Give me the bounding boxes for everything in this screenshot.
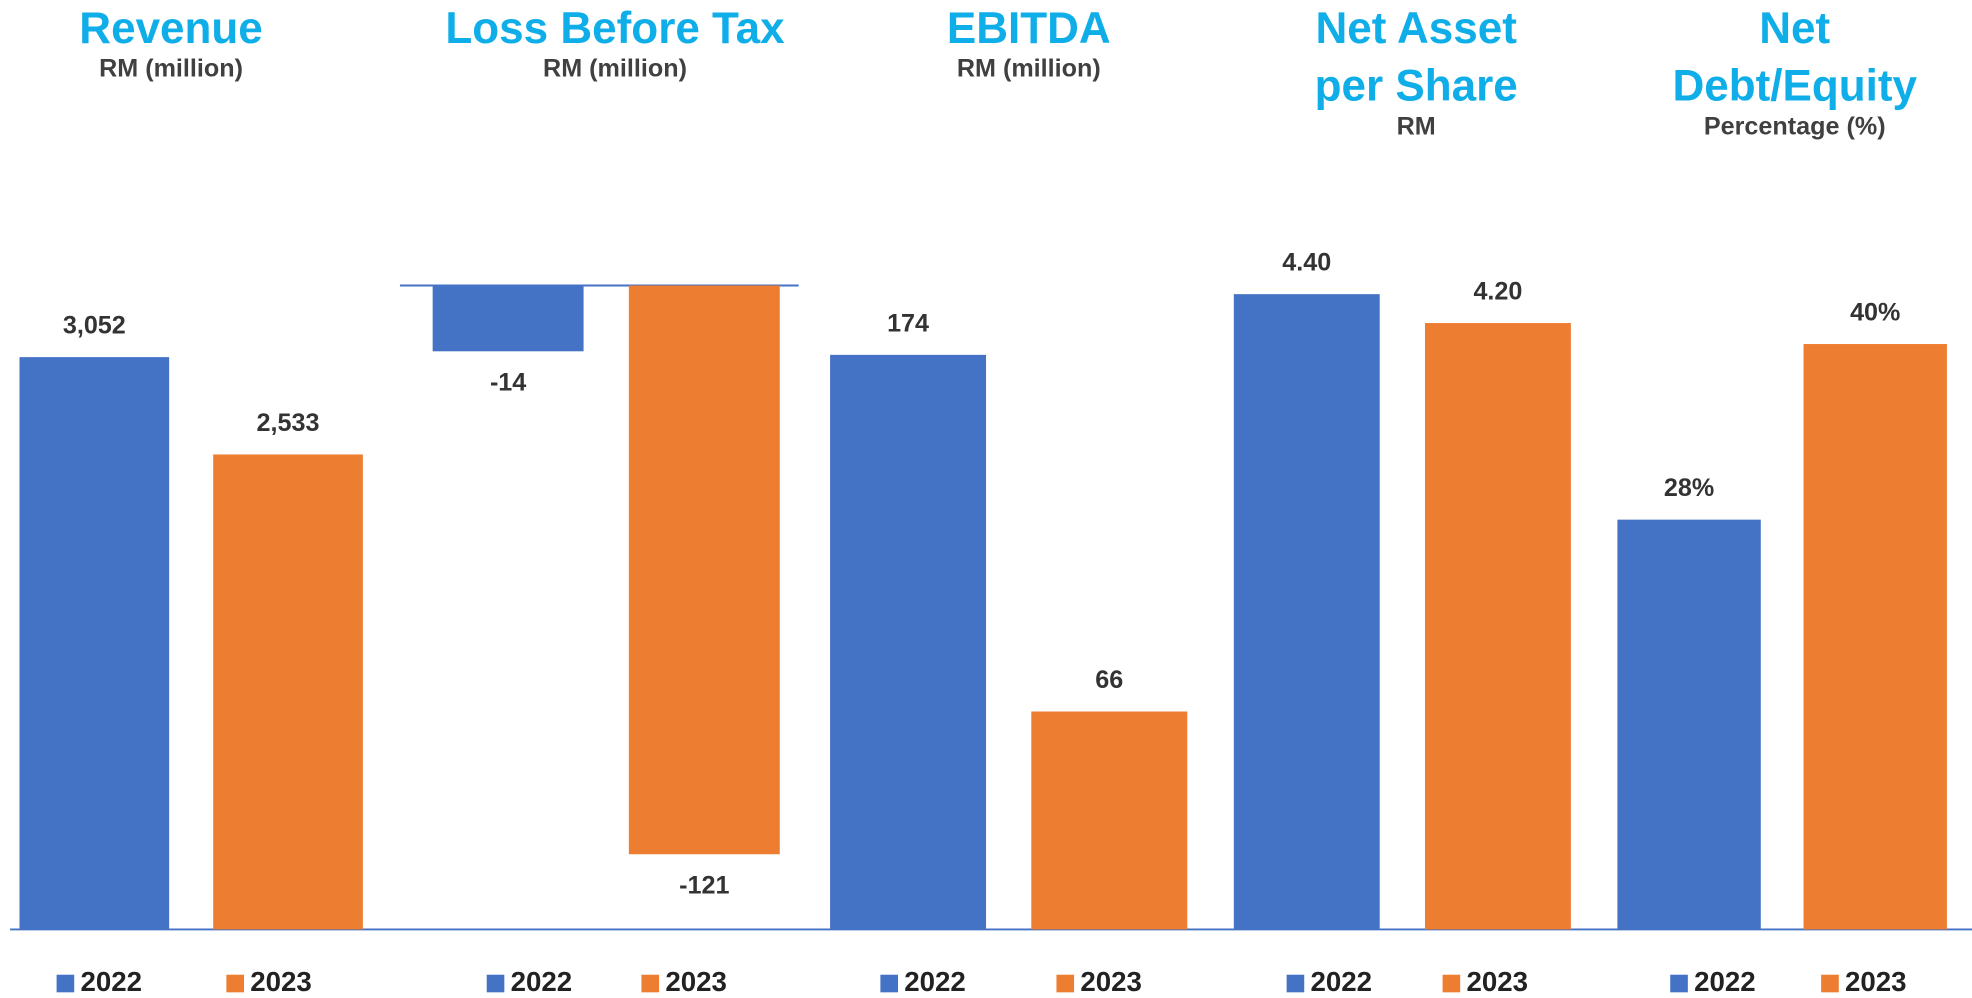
data-label: 28%	[1664, 474, 1714, 502]
legend-label: 2023	[1466, 966, 1528, 997]
bar	[1233, 294, 1380, 930]
legend-swatch	[1821, 974, 1839, 993]
data-label: 4.40	[1282, 249, 1331, 277]
chart-title: Loss Before Tax	[445, 3, 785, 53]
bar	[1031, 711, 1188, 930]
chart-title: Net Debt/Equity	[1672, 3, 1918, 111]
data-label: 2,533	[257, 409, 320, 437]
chart-header: EBITDA RM (million)	[840, 0, 1217, 86]
data-label: 66	[1095, 666, 1123, 694]
legend-swatch	[226, 974, 244, 993]
data-label: 3,052	[63, 312, 126, 340]
chart-subtitle: RM (million)	[99, 55, 244, 84]
bar	[1803, 344, 1947, 930]
data-label: 174	[887, 309, 929, 337]
bar	[213, 454, 363, 930]
legend-swatch	[1442, 974, 1461, 993]
legend-label: 2023	[1080, 966, 1142, 997]
chart-subtitle: RM (million)	[543, 55, 687, 84]
chart-subtitle: Percentage (%)	[1703, 113, 1886, 141]
legend-label: 2022	[80, 966, 142, 997]
legend-label: 2022	[1311, 966, 1373, 997]
chart-subtitle: RM (million)	[956, 55, 1101, 84]
chart-header: Revenue RM (million)	[0, 0, 360, 86]
data-label: 40%	[1850, 298, 1900, 326]
bar	[830, 354, 987, 930]
legend-label: 2022	[511, 966, 573, 997]
chart-header: Loss Before Tax RM (million)	[414, 0, 816, 86]
chart-title: EBITDA	[946, 3, 1111, 53]
legend-swatch	[1670, 974, 1688, 993]
legend-swatch	[880, 974, 898, 993]
legend-label: 2023	[250, 966, 312, 997]
chart-title: Net Asset per Share	[1314, 3, 1518, 111]
data-label: -14	[490, 369, 526, 397]
chart-header: Net Debt/Equity Percentage (%)	[1650, 0, 1939, 143]
data-label: 4.20	[1473, 277, 1522, 305]
legend-swatch	[56, 974, 75, 993]
bar	[628, 285, 780, 855]
legend-swatch	[1056, 974, 1075, 993]
legend-label: 2023	[1845, 966, 1907, 997]
bar	[1617, 519, 1761, 930]
data-label: -121	[679, 872, 729, 900]
chart-subtitle: RM	[1396, 113, 1436, 141]
bar	[19, 357, 170, 930]
legend-swatch	[486, 974, 505, 993]
legend-label: 2023	[665, 966, 727, 997]
bar	[1424, 323, 1571, 930]
legend-swatch	[641, 974, 660, 993]
chart-title: Revenue	[79, 3, 263, 53]
legend-label: 2022	[1694, 966, 1756, 997]
bar	[432, 285, 584, 352]
legend-label: 2022	[904, 966, 966, 997]
legend-swatch	[1286, 974, 1305, 993]
chart-header: Net Asset per Share RM	[1290, 0, 1542, 143]
